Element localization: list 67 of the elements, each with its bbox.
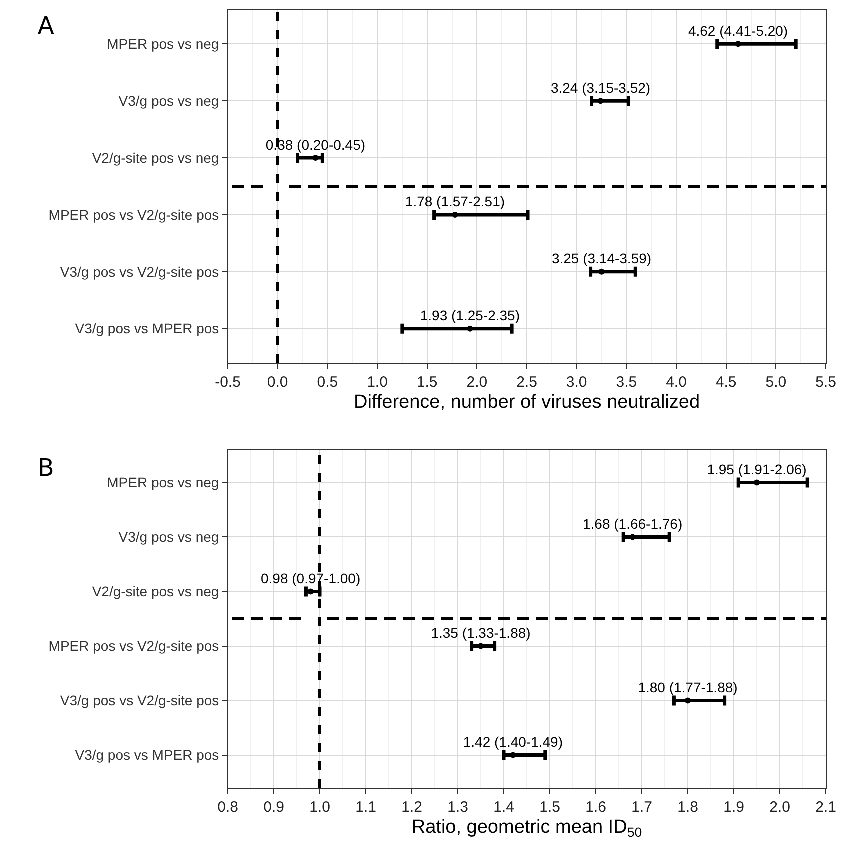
- y-tick-label: V3/g pos vs neg: [118, 529, 220, 546]
- data-label: 1.95 (1.91-2.06): [707, 461, 807, 478]
- y-tick-label: V3/g pos vs MPER pos: [75, 320, 220, 337]
- x-tick-label: 1.8: [678, 799, 698, 816]
- point: [630, 534, 636, 540]
- y-tick-label: V2/g-site pos vs neg: [92, 584, 220, 600]
- point: [685, 698, 691, 704]
- data-label: 1.68 (1.66-1.76): [582, 516, 683, 532]
- point: [312, 155, 319, 162]
- x-tick-label: 0.8: [218, 799, 238, 816]
- data-label: 4.62 (4.41-5.20): [688, 22, 788, 39]
- chart-title: A: [38, 12, 55, 40]
- data-label: 3.24 (3.15-3.52): [550, 80, 651, 96]
- x-tick-label: 1.5: [540, 799, 560, 816]
- y-tick-label: V3/g pos vs neg: [118, 93, 220, 109]
- x-tick-label: 5.5: [816, 374, 836, 391]
- data-label: 3.25 (3.14-3.59): [552, 250, 652, 267]
- x-tick-label: -0.5: [215, 374, 241, 391]
- point: [467, 326, 474, 332]
- x-tick-label: 1.4: [494, 799, 514, 816]
- x-tick-label: 0.0: [267, 374, 288, 391]
- data-label: 1.93 (1.25-2.35): [420, 308, 520, 324]
- x-tick-label: 2.1: [816, 799, 836, 816]
- y-tick-label: V3/g pos vs V2/g-site pos: [60, 692, 220, 709]
- y-tick-label: MPER pos vs V2/g-site pos: [48, 638, 220, 654]
- x-tick-label: 1.3: [448, 799, 468, 816]
- x-tick-label: 1.0: [367, 374, 388, 391]
- data-label: 1.35 (1.33-1.88): [431, 625, 531, 642]
- x-tick-label: 4.0: [666, 374, 687, 391]
- x-tick-label: 4.5: [716, 374, 737, 391]
- x-tick-label: 3.0: [566, 374, 588, 391]
- x-tick-label: 2.0: [770, 799, 790, 816]
- point: [478, 643, 484, 650]
- y-tick-label: MPER pos vs neg: [107, 474, 220, 491]
- point: [308, 588, 314, 595]
- x-tick-label: 1.7: [632, 799, 652, 816]
- point: [735, 41, 742, 48]
- x-tick-label: 0.5: [317, 374, 338, 391]
- y-tick-label: V3/g pos vs MPER pos: [75, 747, 220, 764]
- data-label: 0.38 (0.20-0.45): [266, 136, 366, 153]
- point: [598, 98, 604, 104]
- x-tick-label: 1.9: [724, 799, 744, 816]
- y-tick-label: V2/g-site pos vs neg: [92, 150, 220, 166]
- y-tick-label: MPER pos vs neg: [107, 36, 220, 52]
- x-tick-label: 1.6: [586, 799, 606, 816]
- data-label: 0.98 (0.97-1.00): [260, 570, 361, 586]
- y-tick-label: MPER pos vs V2/g-site pos: [48, 206, 220, 223]
- x-tick-label: 1.0: [310, 799, 330, 816]
- x-tick-label: 1.1: [356, 799, 376, 816]
- x-axis-title: Ratio, geometric mean ID$_{50}$: [412, 816, 642, 840]
- x-tick-label: 2.5: [516, 374, 538, 391]
- x-axis-title: Difference, number of viruses neutralized: [354, 392, 700, 413]
- x-tick-label: 1.2: [402, 799, 422, 816]
- x-tick-label: 1.5: [416, 374, 438, 391]
- point: [510, 752, 516, 758]
- x-tick-label: 0.9: [264, 799, 284, 816]
- x-tick-label: 2.0: [466, 374, 488, 391]
- data-label: 1.42 (1.40-1.49): [463, 734, 564, 750]
- data-label: 1.78 (1.57-2.51): [405, 194, 506, 210]
- point: [598, 268, 605, 275]
- point: [754, 480, 760, 486]
- chart-title: B: [38, 454, 54, 482]
- x-tick-label: 5.0: [766, 374, 787, 391]
- point: [452, 212, 458, 218]
- data-label: 1.80 (1.77-1.88): [638, 680, 738, 696]
- x-tick-label: 3.5: [616, 374, 638, 391]
- y-tick-label: V3/g pos vs V2/g-site pos: [60, 264, 220, 280]
